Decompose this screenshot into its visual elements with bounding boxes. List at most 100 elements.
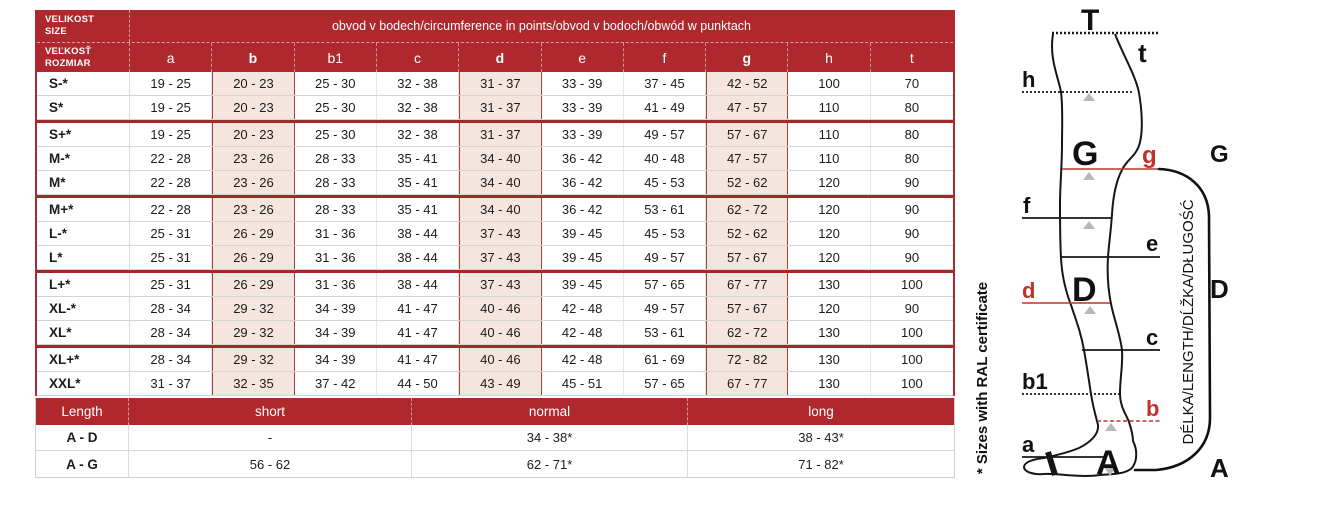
size-row-S: S+* 19 - 25 20 - 23 25 - 30 32 - 38 31 - 37 33… xyxy=(37,123,953,147)
cell-h: 120 xyxy=(788,246,871,269)
cell-h: 130 xyxy=(788,321,871,344)
cell-d: 40 - 46 xyxy=(459,348,542,371)
size-table-header-row-1: VELIKOST SIZE obvod v bodech/circumferen… xyxy=(37,10,953,42)
cell-e: 36 - 42 xyxy=(542,171,624,194)
cell-a: 19 - 25 xyxy=(130,123,213,146)
diagram-label-G: G xyxy=(1072,135,1098,173)
cell-t: 80 xyxy=(904,151,920,166)
cell-e: 39 - 45 xyxy=(542,273,624,296)
pointer-d xyxy=(1084,306,1096,314)
column-header-e: e xyxy=(542,43,624,72)
cell-t: 100 xyxy=(900,376,923,391)
column-header-t: t xyxy=(909,49,914,66)
cell-b: 26 - 29 xyxy=(212,222,295,245)
bracket-label-G: G xyxy=(1210,141,1229,168)
cell-f: 57 - 65 xyxy=(624,372,707,395)
diagram-label-g: g xyxy=(1142,142,1157,169)
cell-d: 31 - 37 xyxy=(459,123,542,146)
length-header-row: Length short normal long xyxy=(36,398,954,425)
column-header-a: a xyxy=(130,43,213,72)
cell-c: 35 - 41 xyxy=(377,171,460,194)
cell-d: 37 - 43 xyxy=(459,246,542,269)
cell-b: 20 - 23 xyxy=(212,123,295,146)
cell-b: 29 - 32 xyxy=(212,348,295,371)
cell-c: 41 - 47 xyxy=(377,321,460,344)
cell-a: 25 - 31 xyxy=(130,273,213,296)
cell-c: 44 - 50 xyxy=(377,372,460,395)
size-corner-bottom: VEĽKOSŤ ROZMIAR xyxy=(37,43,130,72)
cell-b1: 25 - 30 xyxy=(295,123,377,146)
cell-g: 57 - 67 xyxy=(706,246,789,269)
length-AG-long: 71 - 82* xyxy=(798,456,844,472)
cell-h: 120 xyxy=(788,198,871,221)
cell-t: 100 xyxy=(900,325,923,340)
length-header-short: short xyxy=(129,398,412,425)
diagram-label-t: t xyxy=(1138,38,1147,68)
cell-t: 90 xyxy=(904,202,920,217)
size-row-XL: XL* 28 - 34 29 - 32 34 - 39 41 - 47 40 - 46 42… xyxy=(37,321,953,345)
cell-d: 37 - 43 xyxy=(459,273,542,296)
length-row-AG: A - G 56 - 62 62 - 71* 71 - 82* xyxy=(36,451,954,477)
size-label: XXL* xyxy=(37,372,130,395)
cell-b: 20 - 23 xyxy=(212,72,295,95)
diagram-label-c: c xyxy=(1146,325,1158,350)
cell-t: 80 xyxy=(904,127,920,142)
length-axis-label: DÉLKA/LENGTH/DĹŽKA/DŁUGOŚĆ xyxy=(1179,199,1197,444)
diagram-label-T: T xyxy=(1081,4,1099,37)
length-row-label: A - D xyxy=(36,425,129,450)
size-row-XXL: XXL* 31 - 37 32 - 35 37 - 42 44 - 50 43 - 49 4… xyxy=(37,372,953,396)
size-corner-line1: VELIKOST xyxy=(45,14,95,26)
cell-b: 20 - 23 xyxy=(212,96,295,119)
cell-g: 52 - 62 xyxy=(706,171,789,194)
pointer-A xyxy=(1104,467,1116,476)
cell-e: 33 - 39 xyxy=(542,96,624,119)
cell-a: 22 - 28 xyxy=(130,147,213,170)
cell-g: 52 - 62 xyxy=(706,222,789,245)
length-AD-short: - xyxy=(129,425,412,450)
diagram-label-f: f xyxy=(1023,193,1031,218)
diagram-label-b: b xyxy=(1146,396,1159,421)
diagram-label-D: D xyxy=(1072,271,1097,309)
cell-a: 25 - 31 xyxy=(130,246,213,269)
cell-c: 38 - 44 xyxy=(377,273,460,296)
size-row-L: L* 25 - 31 26 - 29 31 - 36 38 - 44 37 - 43 39 … xyxy=(37,246,953,270)
cell-a: 28 - 34 xyxy=(130,348,213,371)
cell-t: 80 xyxy=(904,100,920,115)
diagram-label-d: d xyxy=(1022,278,1035,303)
cell-t: 90 xyxy=(904,226,920,241)
length-header-label: Length xyxy=(36,398,129,425)
cell-f: 40 - 48 xyxy=(624,147,707,170)
cell-f: 53 - 61 xyxy=(624,321,707,344)
diagram-label-a: a xyxy=(1022,432,1035,457)
diagram-label-b1: b1 xyxy=(1022,369,1048,394)
cell-g: 62 - 72 xyxy=(706,321,789,344)
size-corner-top: VELIKOST SIZE xyxy=(37,10,130,42)
cell-t: 90 xyxy=(904,250,920,265)
size-label: L-* xyxy=(37,222,130,245)
cell-f: 57 - 65 xyxy=(624,273,707,296)
cell-c: 35 - 41 xyxy=(377,147,460,170)
cell-g: 57 - 67 xyxy=(706,123,789,146)
cell-a: 25 - 31 xyxy=(130,222,213,245)
cell-d: 40 - 46 xyxy=(459,321,542,344)
cell-g: 42 - 52 xyxy=(706,72,789,95)
size-label: S-* xyxy=(37,72,130,95)
cell-c: 32 - 38 xyxy=(377,72,460,95)
size-row-XL: XL-* 28 - 34 29 - 32 34 - 39 41 - 47 40 - 46 4… xyxy=(37,297,953,321)
length-header-normal: normal xyxy=(412,398,688,425)
group-separator xyxy=(37,120,953,123)
cell-t: 90 xyxy=(904,301,920,316)
cell-b1: 25 - 30 xyxy=(295,96,377,119)
cell-a: 22 - 28 xyxy=(130,198,213,221)
cell-a: 19 - 25 xyxy=(130,96,213,119)
cell-b: 23 - 26 xyxy=(212,171,295,194)
circumference-header: obvod v bodech/circumference in points/o… xyxy=(331,19,751,33)
length-header-long: long xyxy=(808,404,834,419)
diagram-label-A: A xyxy=(1096,444,1121,482)
cell-b1: 34 - 39 xyxy=(295,321,377,344)
size-row-XL: XL+* 28 - 34 29 - 32 34 - 39 41 - 47 40 - 46 4… xyxy=(37,348,953,372)
length-AG-normal: 62 - 71* xyxy=(412,451,688,477)
diagram-label-h: h xyxy=(1022,67,1035,92)
diagram-label-e: e xyxy=(1146,231,1158,256)
size-label: L* xyxy=(37,246,130,269)
